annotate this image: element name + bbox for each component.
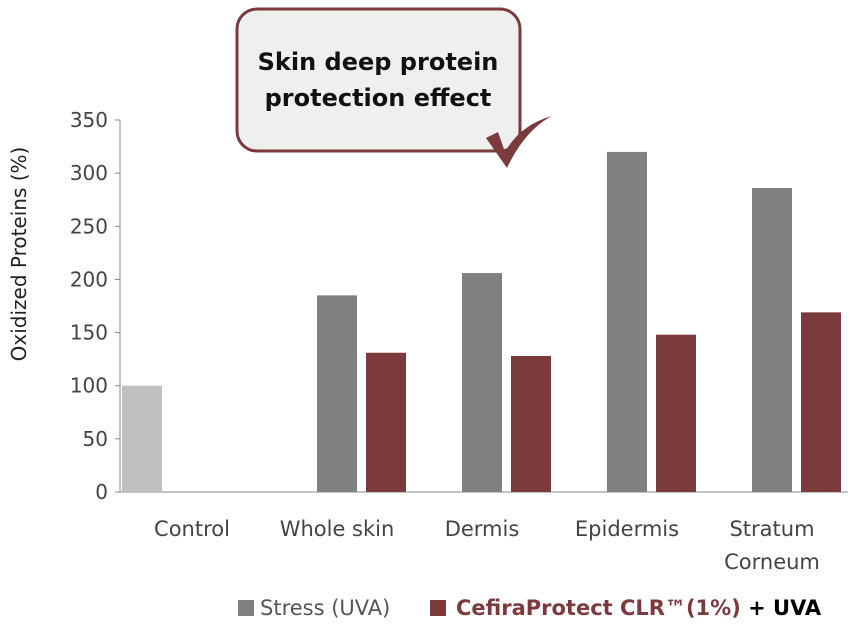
legend-swatch — [430, 600, 446, 616]
legend-label: Stress (UVA) — [260, 596, 391, 620]
callout: Skin deep protein protection effect — [235, 7, 552, 168]
bar-stress — [607, 151, 647, 492]
callout-box — [235, 7, 522, 153]
y-tick-label: 150 — [70, 321, 108, 345]
y-tick-label: 300 — [70, 161, 108, 185]
x-tick-label: Stratum — [729, 517, 814, 541]
y-axis-label: Oxidized Proteins (%) — [7, 147, 31, 362]
bar-cefiraprotect — [801, 312, 841, 492]
y-tick-label: 0 — [95, 480, 108, 504]
checkmark-icon — [486, 116, 552, 168]
x-tick-label: Epidermis — [575, 517, 679, 541]
y-tick-label: 350 — [70, 108, 108, 132]
legend-item-cefiraprotect: CefiraProtect CLR™(1%) + UVA — [430, 596, 821, 620]
bar-cefiraprotect — [511, 355, 551, 492]
legend-label: CefiraProtect CLR™(1%) — [456, 596, 741, 620]
legend-label-suffix: + UVA — [740, 596, 822, 620]
bar-control — [122, 385, 162, 492]
y-tick-label: 100 — [70, 374, 108, 398]
legend-swatch — [238, 600, 254, 616]
x-tick-label: Control — [154, 517, 230, 541]
y-tick-label: 250 — [70, 214, 108, 238]
x-tick-label: Dermis — [445, 517, 520, 541]
x-tick-label: Whole skin — [280, 517, 395, 541]
bar-stress — [462, 273, 502, 492]
x-tick-label: Corneum — [724, 550, 820, 574]
legend-item-stress: Stress (UVA) — [238, 596, 390, 620]
bar-stress — [752, 188, 792, 492]
y-tick-label: 200 — [70, 267, 108, 291]
bar-stress — [317, 295, 357, 492]
y-tick-label: 50 — [83, 427, 108, 451]
bar-cefiraprotect — [366, 352, 406, 492]
bar-cefiraprotect — [656, 334, 696, 492]
callout-title: Skin deep protein protection effect — [258, 48, 499, 112]
